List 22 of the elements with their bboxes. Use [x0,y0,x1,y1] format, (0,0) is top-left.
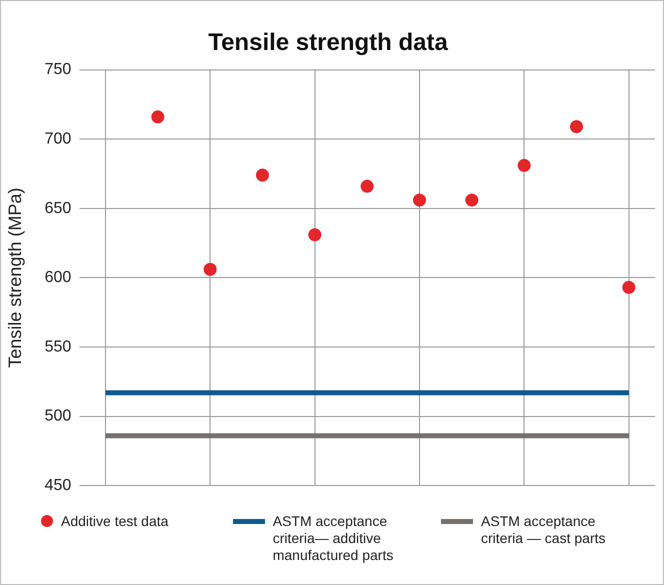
point [465,194,478,207]
legend-label: Additive test data [61,513,168,530]
y-tick-label: 500 [44,408,72,425]
point [360,180,374,193]
y-tick-label: 650 [44,200,72,217]
y-tick-label: 550 [44,338,72,356]
y-tick-label: 600 [44,269,72,286]
point [256,168,269,182]
point [308,228,322,242]
point [622,280,636,294]
point [412,194,426,207]
y-tick-label: 450 [44,477,72,494]
point [518,158,531,172]
y-axis-title: Tensile strength (MPa) [4,188,25,368]
y-tick-label: 750 [44,61,72,78]
point [151,110,164,124]
point [204,262,217,276]
chart-title: Tensile strength data [208,29,448,56]
y-tick-label: 700 [44,130,72,148]
legend-label: ASTM acceptance criteria — cast parts [481,513,606,547]
legend-label: ASTM acceptance criteria— additive manufactured parts [272,513,394,564]
point [570,120,583,134]
